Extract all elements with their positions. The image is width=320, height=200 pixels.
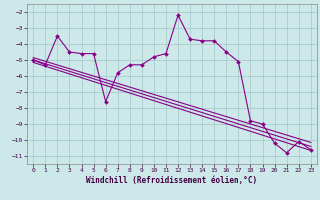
- X-axis label: Windchill (Refroidissement éolien,°C): Windchill (Refroidissement éolien,°C): [86, 176, 258, 185]
